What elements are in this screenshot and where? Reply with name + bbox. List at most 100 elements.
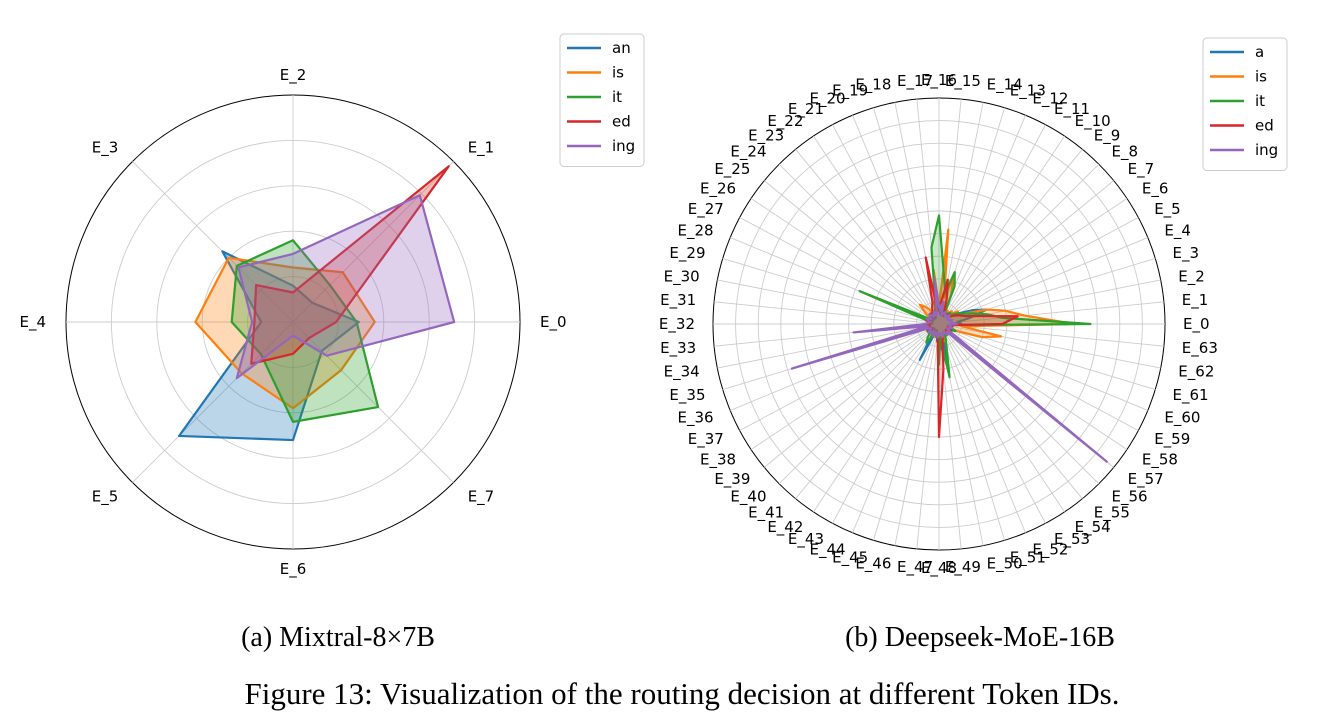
axis-label-e-53: E_53: [1054, 530, 1090, 549]
axis-label-e-60: E_60: [1164, 408, 1200, 427]
series-line-it: [230, 239, 380, 423]
spoke-line: [938, 135, 1065, 325]
axis-label-e-40: E_40: [730, 488, 766, 507]
axis-label-e-19: E_19: [832, 82, 868, 101]
spoke-line: [832, 124, 940, 325]
spoke-line: [938, 323, 1148, 411]
axis-label-e-54: E_54: [1075, 518, 1111, 537]
axis-label-e-15: E_15: [945, 72, 981, 91]
axis-label-e-9: E_9: [1094, 126, 1121, 145]
axis-label-e-30: E_30: [664, 267, 700, 286]
series-area-ing: [236, 195, 455, 379]
spoke-line: [938, 163, 1100, 325]
axis-label-e-17: E_17: [897, 72, 933, 91]
spoke-line: [739, 323, 940, 431]
spoke-line: [132, 321, 294, 483]
axis-label-e-56: E_56: [1112, 488, 1148, 507]
legend-label-an: an: [612, 39, 631, 57]
axis-label-e-7: E_7: [468, 488, 495, 507]
axis-label-e-31: E_31: [660, 291, 696, 310]
axis-label-e-2: E_2: [280, 66, 307, 85]
axis-label-e-39: E_39: [714, 470, 750, 489]
axis-label-e-5: E_5: [1154, 200, 1181, 219]
axis-label-e-49: E_49: [945, 558, 981, 577]
spoke-line: [750, 198, 940, 325]
series-line-ing: [790, 277, 1108, 463]
axis-label-e-58: E_58: [1142, 451, 1178, 470]
spoke-line: [778, 163, 940, 325]
radar-chart-deepseek: E_0E_1E_2E_3E_4E_5E_6E_7E_8E_9E_10E_11E_…: [659, 71, 1218, 578]
spoke-line: [714, 301, 940, 325]
axis-label-e-23: E_23: [748, 126, 784, 145]
axis-label-e-32: E_32: [659, 315, 695, 334]
axis-label-e-3: E_3: [1173, 244, 1200, 263]
axis-label-e-61: E_61: [1173, 386, 1209, 405]
axis-label-e-6: E_6: [1142, 179, 1169, 198]
axis-label-e-28: E_28: [678, 222, 714, 241]
spoke-line: [132, 161, 294, 323]
spoke-line: [938, 107, 1006, 325]
spoke-line: [795, 323, 940, 499]
axis-label-e-43: E_43: [788, 530, 824, 549]
legend-label-it: it: [612, 88, 622, 106]
subcaption-mixtral: (a) Mixtral-8×7B: [241, 622, 435, 653]
spoke-line: [750, 323, 940, 450]
legend-label-is: is: [1255, 68, 1267, 86]
axis-label-e-21: E_21: [788, 100, 824, 119]
legend-box: [559, 33, 645, 167]
spoke-line: [938, 124, 1046, 325]
axis-label-e-6: E_6: [280, 560, 307, 579]
axis-label-e-52: E_52: [1032, 540, 1068, 559]
axis-label-e-12: E_12: [1032, 90, 1068, 109]
axis-label-e-5: E_5: [92, 488, 119, 507]
axis-label-e-35: E_35: [669, 386, 705, 405]
spoke-line: [938, 180, 1114, 325]
axis-label-e-3: E_3: [92, 138, 119, 157]
spoke-line: [938, 149, 1083, 325]
legend-label-it: it: [1255, 92, 1265, 110]
axis-label-e-27: E_27: [688, 200, 724, 219]
series-area-it: [231, 240, 379, 422]
axis-label-e-47: E_47: [897, 558, 933, 577]
series-area-an: [179, 251, 359, 441]
axis-label-e-14: E_14: [987, 76, 1023, 95]
legend-label-ed: ed: [612, 113, 631, 131]
axis-label-e-18: E_18: [855, 76, 891, 95]
spoke-line: [916, 323, 940, 549]
spoke-line: [852, 323, 940, 533]
spoke-line: [872, 323, 940, 541]
axis-label-e-34: E_34: [664, 363, 700, 382]
axis-label-e-51: E_51: [1010, 549, 1046, 568]
spoke-line: [938, 323, 1046, 524]
axis-label-e-50: E_50: [987, 554, 1023, 573]
series-line-an: [177, 250, 360, 442]
spoke-line: [764, 323, 940, 468]
spoke-line: [938, 323, 1065, 513]
spoke-line: [938, 217, 1139, 325]
axis-label-e-24: E_24: [730, 143, 766, 162]
spoke-line: [938, 198, 1128, 325]
axis-label-e-0: E_0: [1183, 315, 1210, 334]
axis-label-e-7: E_7: [1128, 160, 1155, 179]
axis-label-e-48: E_48: [921, 559, 957, 578]
series-line-is: [194, 256, 376, 410]
spoke-line: [894, 323, 940, 546]
series-line-ing: [235, 194, 456, 380]
axis-label-e-10: E_10: [1075, 112, 1111, 131]
legend-label-ed: ed: [1255, 117, 1274, 135]
spoke-line: [764, 180, 940, 325]
axis-label-e-36: E_36: [678, 408, 714, 427]
axis-label-e-45: E_45: [832, 549, 868, 568]
axis-label-e-20: E_20: [810, 90, 846, 109]
legend-mixtral: an is it ed ing: [559, 33, 645, 167]
spoke-line: [717, 323, 940, 369]
axis-label-e-13: E_13: [1010, 82, 1046, 101]
axis-label-e-8: E_8: [1112, 143, 1139, 162]
axis-label-e-63: E_63: [1182, 339, 1218, 358]
spoke-line: [852, 115, 940, 325]
figure-caption: Figure 13: Visualization of the routing …: [245, 676, 1120, 711]
spoke-line: [938, 99, 962, 325]
spoke-line: [872, 107, 940, 325]
spoke-line: [813, 323, 940, 513]
